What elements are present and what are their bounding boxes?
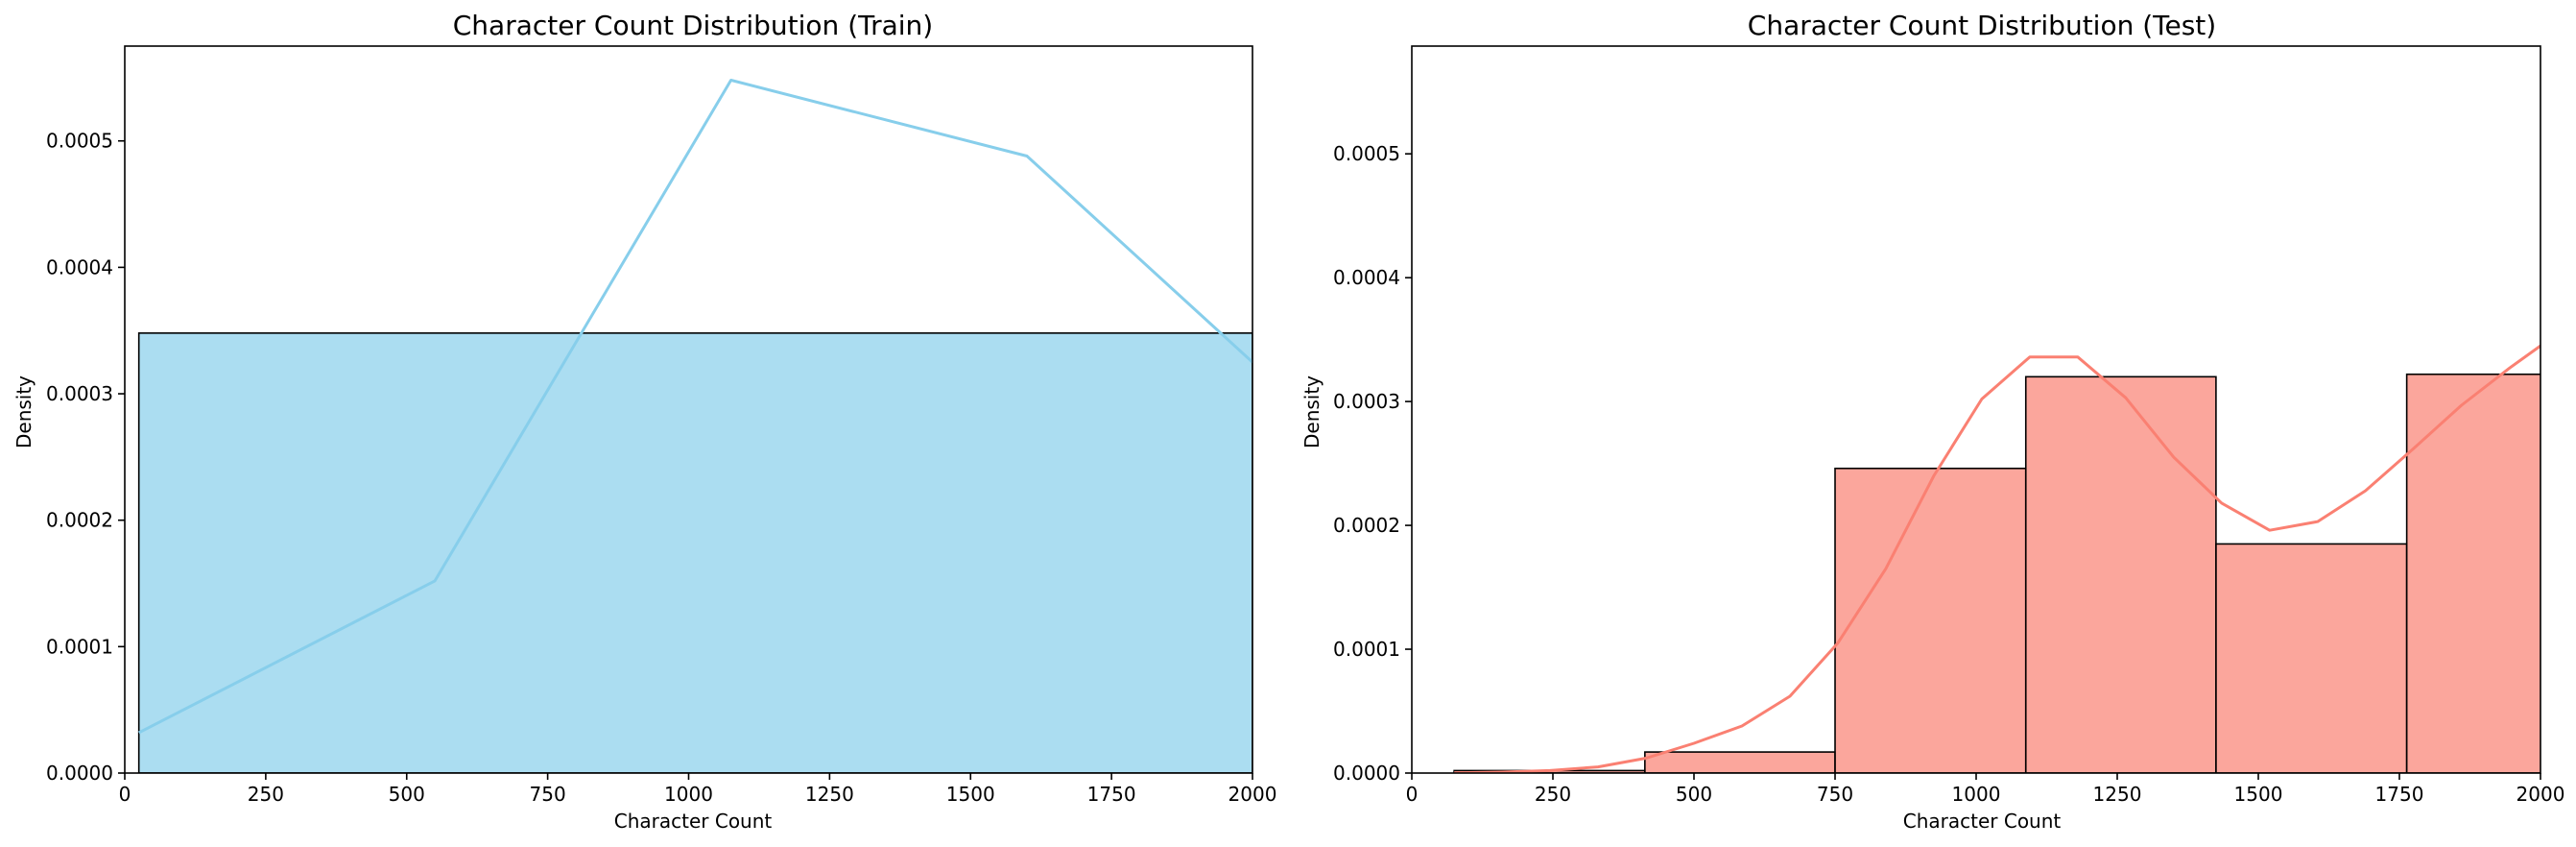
- kde-line: [138, 79, 1252, 735]
- y-axis-label: Density: [1300, 375, 1324, 448]
- histogram-bar: [1644, 751, 1836, 773]
- x-axis-label: Character Count: [614, 810, 773, 833]
- y-tick-label: 0.0003: [1333, 390, 1400, 413]
- y-axis-label: Density: [12, 375, 36, 448]
- chart-title: Character Count Distribution (Test): [1748, 10, 2216, 41]
- x-tick-label: 250: [248, 783, 284, 806]
- chart-train: Character Count Distribution (Train) Cha…: [12, 10, 1276, 833]
- histogram-bar: [2215, 543, 2408, 773]
- y-tick-label: 0.0001: [46, 635, 113, 658]
- plot-area: 0 250 500 750 1000 1250 1500 1750 2000 0.0000 0.00…: [1333, 45, 2565, 806]
- x-tick-label: 0: [119, 783, 131, 806]
- chart-title: Character Count Distribution (Train): [453, 10, 933, 41]
- x-tick-label: 500: [389, 783, 425, 806]
- x-tick-label: 1000: [664, 783, 713, 806]
- y-tick-label: 0.0005: [1333, 142, 1400, 165]
- data-marks: [137, 79, 1252, 773]
- histogram-bar: [2405, 373, 2540, 773]
- plot-area: 0 250 500 750 1000 1250 1500 1750 2000 0.0000 0.00…: [46, 45, 1277, 806]
- histogram-bar: [1834, 467, 2027, 773]
- x-tick-label: 750: [1817, 783, 1853, 806]
- y-tick-label: 0.0003: [46, 382, 113, 405]
- x-tick-label: 2000: [2516, 783, 2565, 806]
- x-tick-label: 750: [530, 783, 566, 806]
- y-tick-label: 0.0000: [46, 762, 113, 785]
- y-tick-label: 0.0000: [1333, 762, 1400, 785]
- x-tick-label: 1250: [2093, 783, 2142, 806]
- histogram-bar: [137, 332, 1252, 773]
- x-tick-label: 250: [1535, 783, 1571, 806]
- y-tick-label: 0.0004: [46, 255, 113, 278]
- x-tick-label: 2000: [1228, 783, 1277, 806]
- x-tick-label: 1250: [805, 783, 854, 806]
- x-tick-label: 1750: [1087, 783, 1136, 806]
- x-tick-label: 1500: [2234, 783, 2283, 806]
- data-marks: [1453, 344, 2540, 773]
- y-tick-label: 0.0002: [46, 509, 113, 532]
- y-tick-label: 0.0001: [1333, 638, 1400, 661]
- x-tick-label: 0: [1406, 783, 1419, 806]
- kde-line: [1454, 344, 2540, 773]
- y-tick-label: 0.0005: [46, 130, 113, 153]
- x-tick-label: 1500: [946, 783, 995, 806]
- histogram-bar: [2024, 375, 2217, 773]
- chart-test: Character Count Distribution (Test) Char…: [1300, 10, 2565, 833]
- x-tick-label: 1750: [2375, 783, 2424, 806]
- x-axis-label: Character Count: [1903, 810, 2062, 833]
- x-tick-label: 500: [1676, 783, 1712, 806]
- x-tick-label: 1000: [1952, 783, 2001, 806]
- y-tick-label: 0.0004: [1333, 266, 1400, 289]
- y-tick-label: 0.0002: [1333, 514, 1400, 537]
